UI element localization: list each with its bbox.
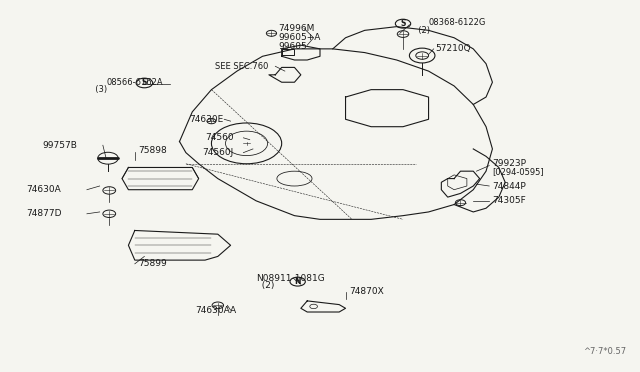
Text: 74560J: 74560J [202, 148, 233, 157]
Text: S: S [401, 19, 406, 28]
Text: 74996M: 74996M [278, 24, 315, 33]
Text: (2): (2) [413, 26, 429, 35]
Text: 74844P: 74844P [492, 182, 526, 190]
Text: 08566-6162A: 08566-6162A [106, 78, 163, 87]
Text: 74630E: 74630E [189, 115, 223, 124]
Text: 74305F: 74305F [492, 196, 526, 205]
Text: 57210Q: 57210Q [435, 44, 470, 53]
Text: 74630A: 74630A [26, 185, 61, 194]
Text: 99757B: 99757B [42, 141, 77, 150]
Text: 08368-6122G: 08368-6122G [429, 19, 486, 28]
Text: S: S [141, 78, 147, 87]
Text: SEE SEC.760: SEE SEC.760 [214, 62, 268, 71]
Text: 99605: 99605 [278, 42, 307, 51]
Text: 75898: 75898 [138, 146, 167, 155]
Text: (3): (3) [90, 85, 108, 94]
Text: 74560: 74560 [205, 133, 234, 142]
Text: [0294-0595]: [0294-0595] [492, 167, 544, 176]
Text: 75899: 75899 [138, 259, 167, 268]
Text: 74877D: 74877D [26, 209, 61, 218]
Text: 74870X: 74870X [349, 287, 383, 296]
Text: 79923P: 79923P [492, 159, 527, 168]
Text: (2): (2) [256, 281, 275, 290]
Text: ^7·7*0.57: ^7·7*0.57 [584, 347, 627, 356]
Text: N08911-1081G: N08911-1081G [256, 274, 325, 283]
Text: 74630AA: 74630AA [195, 306, 237, 315]
Text: 99605+A: 99605+A [278, 33, 321, 42]
Text: N: N [294, 277, 301, 286]
